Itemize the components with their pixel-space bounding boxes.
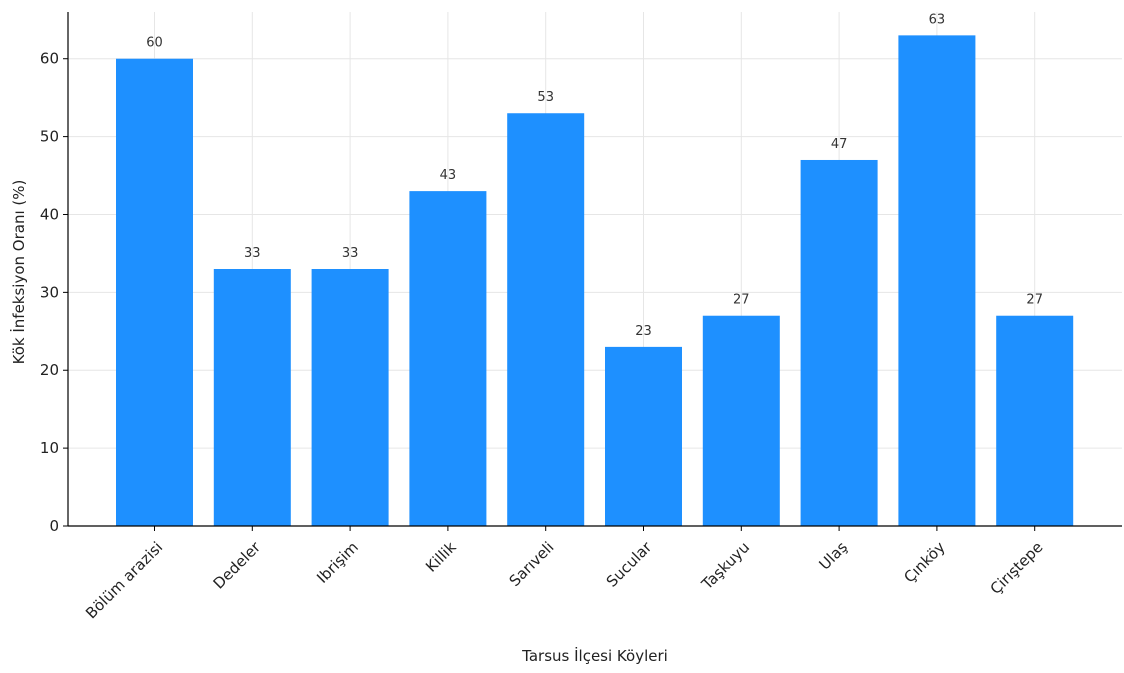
bar (213, 269, 291, 526)
value-labels: 60 33 33 43 53 23 27 47 63 27 (146, 12, 1043, 339)
bar-value-label: 60 (146, 36, 163, 51)
bar (996, 315, 1074, 526)
x-tick-label: Bölüm arazisi (82, 538, 166, 622)
bar-value-label: 23 (635, 324, 652, 339)
x-tick-label: Sarıveli (506, 538, 558, 590)
x-tick-label: Çınköy (900, 538, 948, 586)
bar (409, 191, 487, 526)
y-tick-label: 30 (40, 283, 59, 301)
y-ticks: 0 10 20 30 40 50 60 (40, 50, 68, 535)
x-ticks: Bölüm arazisi Dedeler Ibrişim Killik Sarıvel… (82, 526, 1047, 622)
x-tick-label: Taşkuyu (697, 538, 753, 594)
bar-value-label: 33 (244, 246, 261, 261)
y-tick-label: 20 (40, 361, 59, 379)
x-tick-label: Çirıştepe (987, 538, 1047, 598)
bar (116, 58, 193, 527)
bar-value-label: 27 (1026, 293, 1043, 308)
y-axis-title: Kök İnfeksiyon Oranı (%) (9, 180, 28, 365)
bar-value-label: 27 (733, 293, 750, 308)
x-tick-label: Killik (422, 538, 460, 576)
bar (898, 35, 976, 526)
bar-value-label: 33 (342, 246, 359, 261)
y-tick-label: 10 (40, 439, 59, 457)
y-tick-label: 50 (40, 128, 59, 146)
y-tick-label: 40 (40, 205, 59, 223)
bar-value-label: 43 (440, 168, 457, 183)
x-axis-title: Tarsus İlçesi Köyleri (521, 646, 668, 665)
bar (800, 159, 878, 526)
axes (67, 12, 1122, 527)
bar-value-label: 47 (831, 137, 848, 152)
y-tick-label: 0 (49, 517, 59, 535)
bar (311, 269, 389, 526)
x-tick-label: Dedeler (210, 538, 265, 593)
x-tick-label: Ibrişim (313, 538, 362, 587)
y-tick-label: 60 (40, 50, 59, 68)
bar-value-label: 63 (929, 12, 946, 27)
bar-value-label: 53 (537, 90, 554, 105)
bar (702, 315, 780, 526)
x-tick-label: Sucular (603, 538, 656, 591)
bar (605, 346, 682, 526)
bars (116, 35, 1074, 527)
x-tick-label: Ulaş (815, 538, 851, 574)
bar (507, 113, 585, 526)
